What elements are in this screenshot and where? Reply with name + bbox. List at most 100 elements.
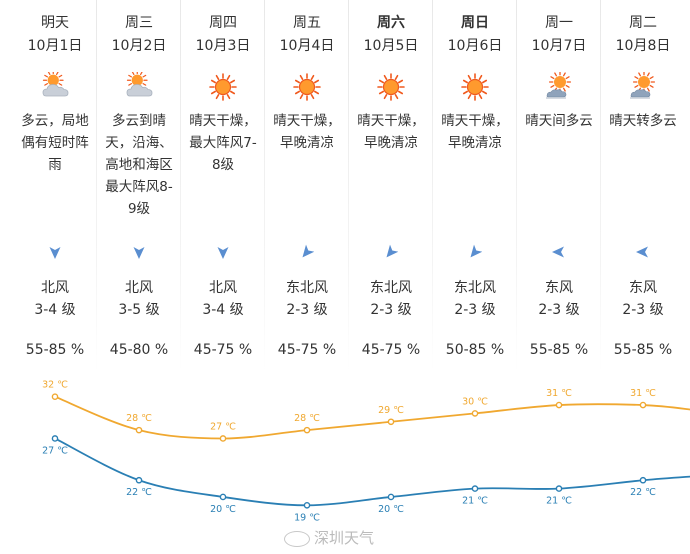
low-temp-label: 22 ℃ [126,487,152,498]
wind-direction-icon [300,244,315,260]
wind-direction: 东北风 [454,280,496,296]
day-date: 10月3日 [195,38,251,54]
low-temp-point [387,493,395,501]
wind-level: 2-3 级 [538,302,580,318]
day-column: 周五 10月4日 晴天干燥，早晚清凉 东北风 2-3 级 45-75 % [265,0,349,372]
day-name: 周二 [629,15,657,31]
partly-cloudy-icon [628,70,658,102]
low-temp-label: 27 ℃ [42,445,68,456]
day-column: 明天 10月1日 多云，局地偶有短时阵雨 北风 3-4 级 55-85 % [13,0,97,372]
humidity: 45-75 % [193,342,253,358]
humidity: 45-80 % [109,342,169,358]
humidity: 55-85 % [613,342,673,358]
day-name: 周一 [545,15,573,31]
day-column: 周一 10月7日 晴天间多云 东风 2-3 级 55-85 % [517,0,601,372]
low-temp-label: 20 ℃ [378,504,404,515]
day-date: 10月2日 [111,38,167,54]
wind-direction: 东风 [629,280,657,296]
wind-direction: 北风 [125,280,153,296]
low-temp-point [219,493,227,501]
temperature-chart: 32 ℃ 28 ℃ 27 ℃ 28 ℃ 29 ℃ 30 ℃ 31 ℃ 31 ℃ 27 ℃ 22 ℃… [42,380,690,523]
day-name: 周六 [377,15,405,31]
column-divider [600,0,601,372]
column-divider [516,0,517,372]
day-name: 周日 [461,15,489,31]
day-column: 周二 10月8日 晴天转多云 东风 2-3 级 55-85 % [601,0,685,372]
low-temp-label: 20 ℃ [210,504,236,515]
column-divider [96,0,97,372]
low-temp-label: 22 ℃ [630,487,656,498]
day-column: 周三 10月2日 多云到晴天，沿海、高地和海区最大阵风8-9级 北风 3-5 级… [97,0,181,372]
cloud-sun-icon [124,69,154,102]
day-date: 10月1日 [27,38,83,54]
low-temp-point [135,476,143,484]
wind-level: 2-3 级 [454,302,496,318]
high-temp-label: 31 ℃ [630,388,656,399]
low-temp-label: 21 ℃ [462,496,488,507]
wind-direction: 东北风 [370,280,412,296]
wind-direction-icon [468,244,483,260]
column-divider [348,0,349,372]
high-temp-label: 27 ℃ [210,421,236,432]
wind-level: 2-3 级 [286,302,328,318]
weather-description: 晴天间多云 [525,113,593,129]
wind-level: 2-3 级 [622,302,664,318]
wind-direction: 东风 [545,280,573,296]
high-temp-label: 32 ℃ [42,380,68,391]
wind-direction-icon [132,244,146,260]
wind-level: 3-4 级 [34,302,76,318]
column-divider [264,0,265,372]
humidity: 45-75 % [361,342,421,358]
humidity: 55-85 % [529,342,589,358]
low-temp-point [555,485,563,492]
humidity: 55-85 % [25,342,85,358]
low-temp-label: 19 ℃ [294,512,320,523]
day-name: 明天 [41,15,69,31]
wind-direction: 北风 [41,280,69,296]
low-temp-point [471,485,479,492]
day-date: 10月8日 [615,38,671,54]
weather-description: 多云，局地偶有短时阵雨 [21,113,89,173]
wind-direction: 北风 [209,280,237,296]
high-temp-label: 30 ℃ [462,396,488,407]
high-temp-point [555,401,563,409]
low-temp-label: 21 ℃ [546,496,572,507]
high-temp-point [471,410,479,417]
watermark: 深圳天气 [284,527,374,548]
weather-description: 晴天干燥，最大阵风7-8级 [189,113,257,173]
day-name: 周四 [209,15,237,31]
day-column: 周日 10月6日 晴天干燥，早晚清凉 东北风 2-3 级 50-85 % [433,0,517,372]
weather-description: 晴天干燥，早晚清凉 [273,113,341,151]
low-temp-point [639,476,647,484]
watermark-text: 深圳天气 [314,529,375,547]
sun-icon [208,72,238,102]
wind-level: 3-5 级 [118,302,160,318]
partly-cloudy-icon [544,70,574,102]
weather-description: 晴天干燥，早晚清凉 [357,113,425,151]
high-temp-point [51,393,59,401]
wind-direction-icon [636,244,650,260]
weather-description: 多云到晴天，沿海、高地和海区最大阵风8-9级 [105,113,173,217]
high-temp-point [303,426,311,434]
sun-icon [376,72,406,102]
weibo-icon [284,530,310,547]
high-temp-label: 31 ℃ [546,388,572,399]
high-temp-label: 29 ℃ [378,405,404,416]
wind-direction: 东北风 [286,280,328,296]
day-date: 10月4日 [279,38,335,54]
day-date: 10月7日 [531,38,587,54]
wind-direction-icon [552,244,566,260]
low-temp-point [51,435,59,442]
weather-description: 晴天干燥，早晚清凉 [441,113,509,151]
wind-level: 3-4 级 [202,302,244,318]
column-divider [432,0,433,372]
humidity: 45-75 % [277,342,337,358]
day-name: 周三 [125,15,153,31]
sun-icon [460,72,490,102]
wind-direction-icon [384,244,399,260]
day-date: 10月5日 [363,38,419,54]
high-temp-point [219,435,227,442]
high-temp-label: 28 ℃ [126,413,152,424]
high-temp-point [387,418,395,426]
high-temp-point [135,426,143,434]
